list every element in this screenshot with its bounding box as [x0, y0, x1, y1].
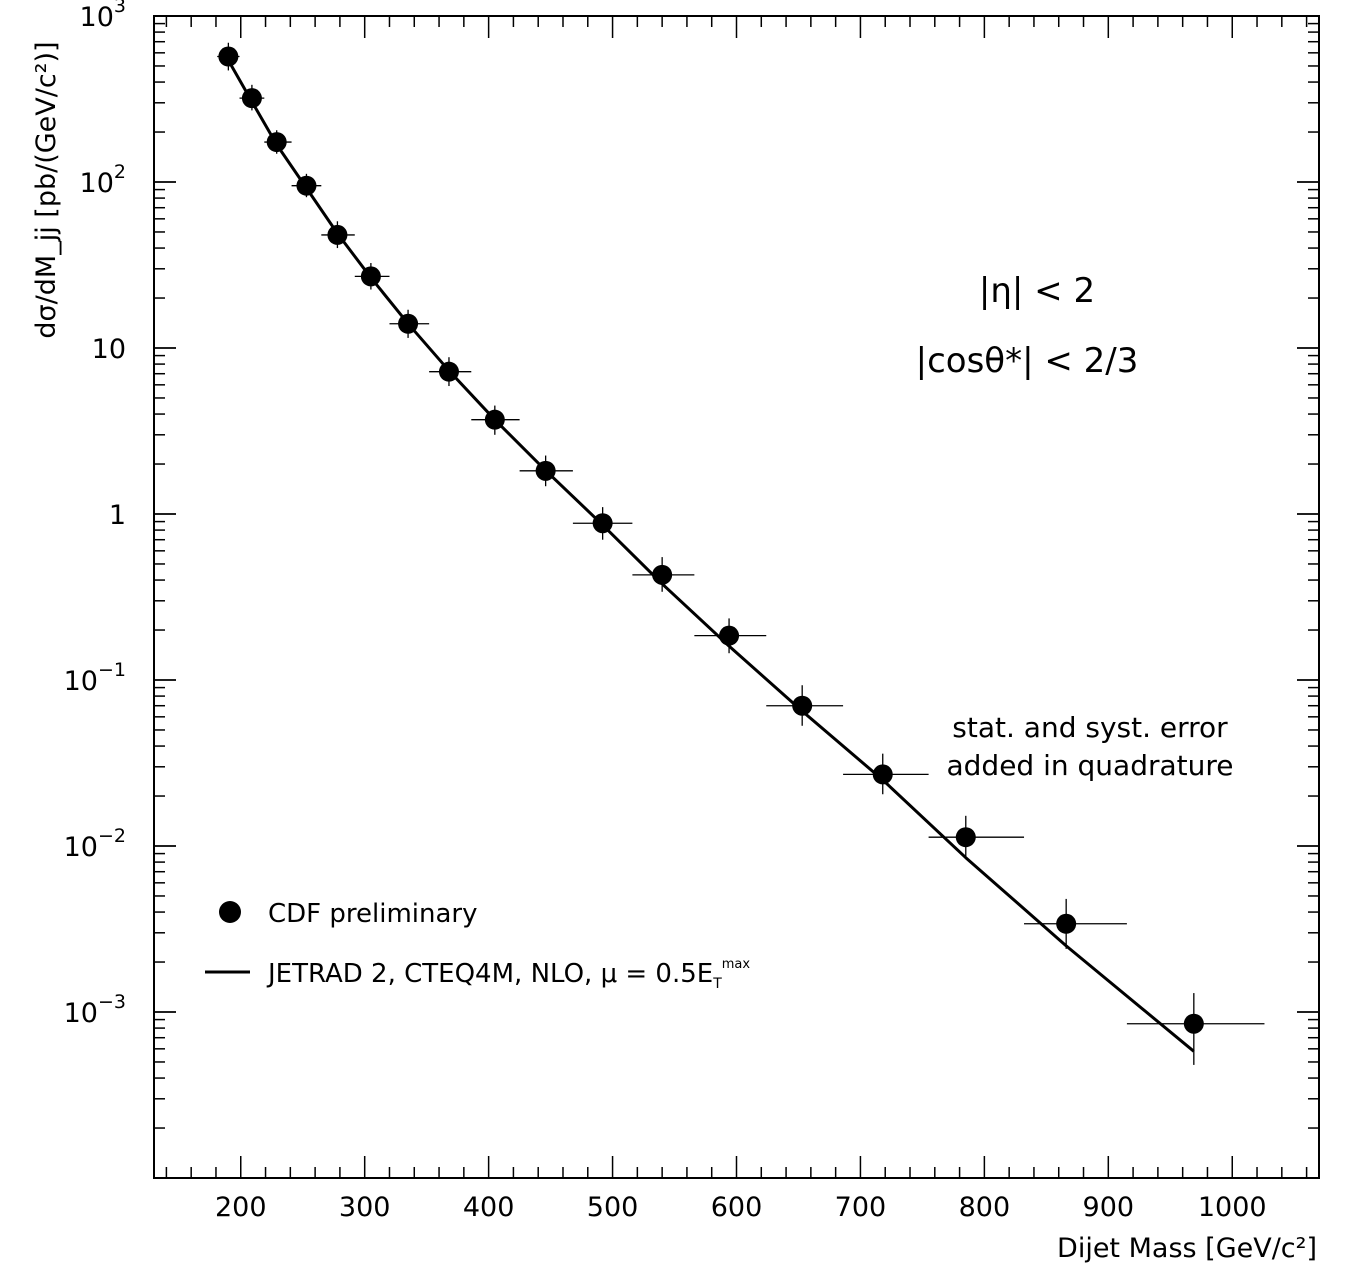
- data-point: [360, 266, 381, 287]
- data-point: [327, 224, 348, 245]
- data-point: [1183, 1013, 1204, 1034]
- data-point: [398, 313, 419, 334]
- legend-label-theory-sup: max: [722, 957, 751, 972]
- x-tick-label: 800: [959, 1192, 1011, 1223]
- data-point: [592, 513, 613, 534]
- legend-label-theory: JETRAD 2, CTEQ4M, NLO, μ = 0.5ETmax: [266, 957, 750, 992]
- plot-frame: [153, 15, 1320, 1179]
- axis-tick-labels: 200 300 400 500 600 700 800 900 100010310210110−…: [64, 0, 1267, 1223]
- legend-label-data: CDF preliminary: [268, 899, 478, 929]
- y-tick-label-base: 10: [64, 998, 98, 1029]
- x-tick-label: 500: [587, 1192, 639, 1223]
- y-tick-label: 10−1: [64, 659, 126, 697]
- x-tick-label: 1000: [1198, 1192, 1267, 1223]
- error-note-line2: added in quadrature: [947, 749, 1234, 782]
- data-point: [535, 460, 556, 481]
- x-tick-label: 600: [711, 1192, 763, 1223]
- y-tick-label-base: 10: [80, 168, 114, 199]
- data-point: [241, 88, 262, 109]
- legend-label-theory-sub: T: [712, 976, 722, 992]
- y-tick-label-exponent: 3: [114, 0, 126, 17]
- data-point: [872, 764, 893, 785]
- y-tick-label: 10: [92, 334, 126, 365]
- y-tick-label-exponent: 2: [114, 161, 126, 183]
- data-point: [719, 625, 740, 646]
- y-tick-label: 10−2: [64, 825, 126, 863]
- x-tick-label: 300: [339, 1192, 391, 1223]
- y-axis-title-main: dσ/dM_jj [pb/(GeV/c²)]: [31, 41, 62, 338]
- data-point: [218, 46, 239, 67]
- y-tick-label: 102: [80, 161, 126, 199]
- data-points-group: [217, 42, 1265, 1065]
- data-point: [266, 132, 287, 153]
- data-point: [438, 361, 459, 382]
- y-tick-label-exponent: −1: [98, 659, 126, 681]
- legend-label-theory-main: JETRAD 2, CTEQ4M, NLO, μ = 0.5E: [266, 959, 713, 989]
- y-tick-label-base: 10: [64, 832, 98, 863]
- data-point: [955, 827, 976, 848]
- x-tick-label: 900: [1083, 1192, 1135, 1223]
- y-tick-label-base: 10: [80, 2, 114, 33]
- costheta-cut-label: |cosθ*| < 2/3: [916, 341, 1139, 381]
- x-tick-label: 700: [835, 1192, 887, 1223]
- legend-point-marker: [219, 901, 241, 923]
- y-tick-label: 1: [109, 500, 126, 531]
- y-tick-label-base: 10: [64, 666, 98, 697]
- x-tick-label: 400: [463, 1192, 515, 1223]
- y-tick-label-exponent: −3: [98, 991, 126, 1013]
- y-tick-label-exponent: −2: [98, 825, 126, 847]
- error-note-line1: stat. and syst. error: [952, 711, 1228, 744]
- data-point: [296, 175, 317, 196]
- data-point: [792, 695, 813, 716]
- eta-cut-label: |η| < 2: [979, 271, 1095, 311]
- data-point: [484, 409, 505, 430]
- y-axis-title: dσ/dM_jj [pb/(GeV/c²)]: [31, 41, 62, 338]
- data-point: [1056, 913, 1077, 934]
- y-tick-label-base: 10: [92, 334, 126, 365]
- data-point: [652, 564, 673, 585]
- axis-ticks: [154, 15, 1319, 1179]
- y-tick-label-base: 1: [109, 500, 126, 531]
- x-axis-title: Dijet Mass [GeV/c²]: [1057, 1233, 1317, 1264]
- x-tick-label: 200: [215, 1192, 267, 1223]
- y-tick-label: 103: [80, 0, 126, 33]
- y-tick-label: 10−3: [64, 991, 126, 1029]
- legend: CDF preliminary JETRAD 2, CTEQ4M, NLO, μ…: [205, 899, 750, 992]
